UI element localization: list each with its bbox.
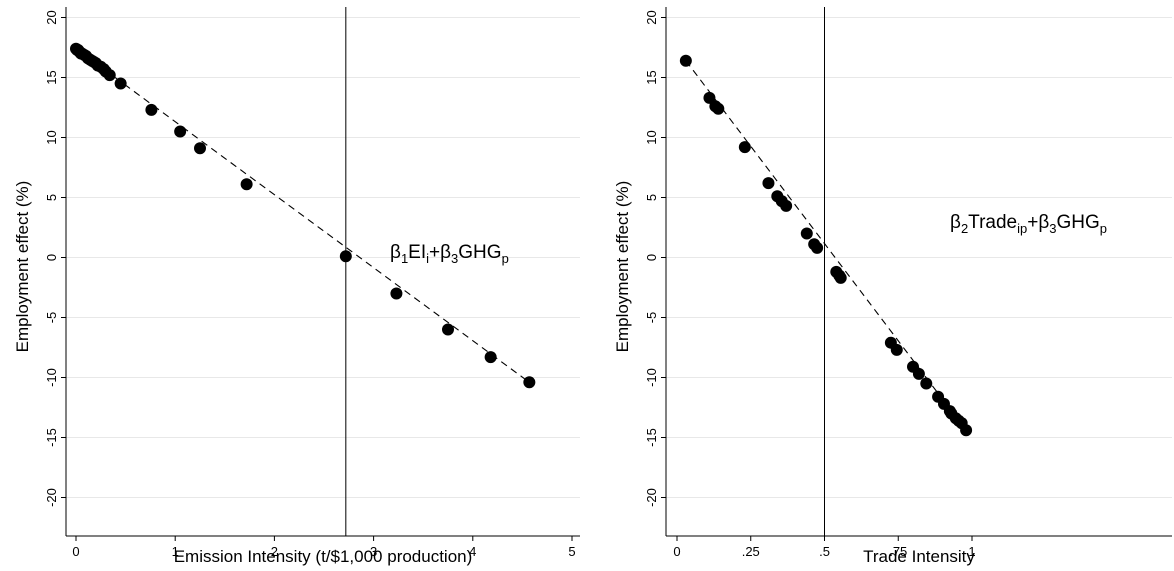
y-tick-label: -10 [644,368,659,387]
x-tick-label: 3 [370,544,377,559]
data-point [780,199,793,212]
left-panel-emission-intensity: -20 -15 -10 -5 0 5 10 15 20 0 1 2 3 4 5 Emission Intens… [13,7,580,566]
x-tick-label: 2 [271,544,278,559]
data-point [240,178,253,191]
x-tick-label: .5 [819,544,830,559]
data-point [390,287,403,300]
formula-annotation: β2Tradeip+β3GHGp [950,212,1107,236]
y-tick-label: -15 [644,428,659,447]
x-tick-label: .25 [742,544,760,559]
data-point [762,177,775,190]
data-point [145,103,158,116]
x-axis-title: Trade Intensity [863,547,975,566]
y-tick-label: 10 [644,130,659,144]
formula-part: 2 [961,221,968,236]
y-axis-title: Employment effect (%) [13,181,32,353]
formula-part: 3 [451,251,458,266]
y-tick-label: -5 [644,312,659,324]
data-point [800,227,813,240]
data-point [738,141,751,154]
x-tick-label: 0 [673,544,680,559]
data-point [703,91,716,104]
y-tick-label: 5 [44,194,59,201]
x-tick-label: 0 [72,544,79,559]
x-tick-label: 4 [469,544,476,559]
y-tick-label: -5 [44,312,59,324]
x-tick-label: 1 [968,544,975,559]
y-tick-label: -10 [44,368,59,387]
formula-part: p [502,251,509,266]
formula-part: p [1100,221,1107,236]
data-point [834,271,847,284]
data-point [194,142,206,155]
data-point [960,424,973,437]
fitted-line [75,48,530,383]
data-point [484,351,497,364]
x-tick-label: 1 [172,544,179,559]
y-tick-label: -20 [644,488,659,507]
y-tick-label: 5 [644,194,659,201]
formula-part: β [950,212,961,233]
y-tick-label: -20 [44,488,59,507]
data-point [523,376,536,389]
formula-part: β [390,242,401,263]
formula-annotation: β1EIi+β3GHGp [390,242,509,266]
formula-part: GHG [458,242,501,263]
data-point [114,77,127,90]
formula-part: +β [1027,212,1049,233]
y-tick-label: 20 [44,10,59,24]
gridlines [666,17,1172,498]
formula-part: i [426,251,429,266]
data-point [712,102,725,115]
y-tick-label: 20 [644,10,659,24]
formula-part: Trade [968,212,1017,233]
data-point [811,241,824,254]
formula-part: 3 [1049,221,1056,236]
x-tick-label: .75 [889,544,907,559]
data-point [912,367,925,380]
data-point [679,54,692,67]
y-tick-label: 10 [44,130,59,144]
data-point [920,377,933,390]
formula-part: +β [429,242,451,263]
formula-part: 1 [401,251,408,266]
data-point [339,250,352,263]
y-tick-label: -15 [44,428,59,447]
data-point [103,69,116,82]
formula-part: GHG [1057,212,1100,233]
data-point [174,125,187,138]
y-tick-label: 15 [44,70,59,84]
x-tick-label: 5 [568,544,575,559]
gridlines [66,17,580,498]
data-point [442,323,454,336]
y-axis-title: Employment effect (%) [613,181,632,353]
y-tick-label: 0 [644,254,659,261]
data-point [890,343,903,356]
formula-part: EI [408,242,426,263]
formula-part: ip [1017,221,1027,236]
x-axis-title: Emission Intensity (t/$1,000 production) [174,547,473,566]
y-tick-label: 15 [644,70,659,84]
y-tick-label: 0 [44,254,59,261]
